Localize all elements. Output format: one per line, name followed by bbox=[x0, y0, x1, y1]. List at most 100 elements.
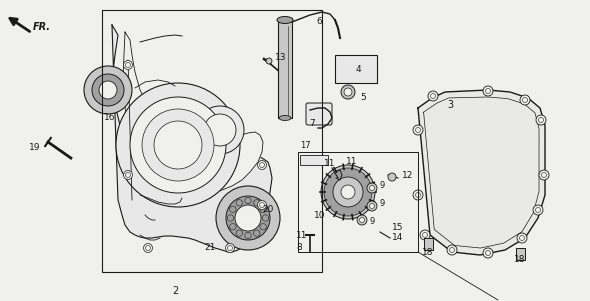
Circle shape bbox=[357, 215, 367, 225]
Circle shape bbox=[228, 246, 232, 250]
Text: 15: 15 bbox=[392, 224, 404, 232]
Text: 2: 2 bbox=[172, 286, 178, 296]
Circle shape bbox=[369, 185, 375, 191]
Text: 18: 18 bbox=[514, 255, 526, 264]
Circle shape bbox=[130, 97, 226, 193]
Text: 14: 14 bbox=[392, 234, 404, 243]
Circle shape bbox=[263, 215, 268, 221]
Circle shape bbox=[84, 66, 132, 114]
Circle shape bbox=[420, 230, 430, 240]
Circle shape bbox=[321, 165, 375, 219]
Circle shape bbox=[154, 121, 202, 169]
Text: 8: 8 bbox=[296, 244, 302, 253]
Circle shape bbox=[236, 200, 242, 206]
Bar bbox=[424, 238, 433, 250]
Circle shape bbox=[196, 106, 244, 154]
Text: 19: 19 bbox=[28, 144, 40, 153]
Text: 11: 11 bbox=[296, 231, 308, 240]
Circle shape bbox=[142, 109, 214, 181]
Circle shape bbox=[245, 197, 251, 204]
Circle shape bbox=[260, 224, 266, 230]
Circle shape bbox=[542, 172, 546, 178]
Ellipse shape bbox=[277, 17, 293, 23]
Circle shape bbox=[245, 232, 251, 239]
Circle shape bbox=[520, 95, 530, 105]
Text: 10: 10 bbox=[314, 210, 326, 219]
Circle shape bbox=[483, 86, 493, 96]
Text: 11: 11 bbox=[324, 160, 336, 169]
Circle shape bbox=[99, 81, 117, 99]
Text: 21: 21 bbox=[204, 244, 216, 253]
Circle shape bbox=[450, 247, 454, 253]
Circle shape bbox=[143, 244, 152, 253]
Circle shape bbox=[367, 201, 377, 211]
Bar bbox=[102, 10, 322, 272]
Circle shape bbox=[539, 170, 549, 180]
Circle shape bbox=[92, 74, 124, 106]
Circle shape bbox=[254, 200, 260, 206]
Circle shape bbox=[431, 94, 435, 98]
Circle shape bbox=[341, 85, 355, 99]
Circle shape bbox=[369, 203, 375, 209]
Circle shape bbox=[388, 173, 396, 181]
Circle shape bbox=[146, 246, 150, 250]
Circle shape bbox=[483, 248, 493, 258]
Circle shape bbox=[204, 114, 236, 146]
Circle shape bbox=[266, 58, 272, 64]
Circle shape bbox=[517, 233, 527, 243]
Circle shape bbox=[428, 91, 438, 101]
Circle shape bbox=[413, 125, 423, 135]
Text: 9: 9 bbox=[370, 218, 375, 226]
Circle shape bbox=[367, 183, 377, 193]
Circle shape bbox=[126, 172, 130, 178]
Circle shape bbox=[344, 88, 352, 96]
FancyBboxPatch shape bbox=[306, 103, 332, 125]
Polygon shape bbox=[123, 32, 263, 192]
Text: 9: 9 bbox=[380, 200, 385, 209]
Bar bbox=[300, 155, 328, 165]
Circle shape bbox=[216, 186, 280, 250]
Circle shape bbox=[523, 98, 527, 103]
Text: 9: 9 bbox=[380, 182, 385, 191]
Circle shape bbox=[486, 88, 490, 94]
Text: 13: 13 bbox=[275, 52, 287, 61]
Text: 7: 7 bbox=[309, 119, 315, 128]
Bar bbox=[278, 18, 292, 118]
Circle shape bbox=[230, 206, 236, 213]
Circle shape bbox=[333, 177, 363, 207]
Text: 4: 4 bbox=[355, 66, 361, 75]
Circle shape bbox=[260, 163, 264, 167]
Text: 11: 11 bbox=[346, 157, 358, 166]
Text: 3: 3 bbox=[447, 100, 453, 110]
Circle shape bbox=[447, 245, 457, 255]
Text: 6: 6 bbox=[316, 17, 322, 26]
Circle shape bbox=[236, 230, 242, 236]
Polygon shape bbox=[418, 90, 545, 255]
Ellipse shape bbox=[279, 116, 291, 120]
Bar bbox=[298, 152, 418, 252]
Circle shape bbox=[539, 117, 543, 123]
Circle shape bbox=[123, 170, 133, 179]
Circle shape bbox=[254, 230, 260, 236]
Circle shape bbox=[520, 235, 525, 240]
Circle shape bbox=[226, 196, 270, 240]
Circle shape bbox=[235, 205, 261, 231]
Text: 17: 17 bbox=[300, 141, 310, 150]
Bar bbox=[516, 248, 525, 260]
Circle shape bbox=[536, 115, 546, 125]
Circle shape bbox=[225, 244, 234, 253]
Circle shape bbox=[123, 61, 133, 70]
Circle shape bbox=[230, 224, 236, 230]
Text: 18: 18 bbox=[422, 248, 434, 257]
Polygon shape bbox=[112, 25, 272, 252]
Text: 20: 20 bbox=[263, 206, 274, 215]
Circle shape bbox=[126, 63, 130, 67]
Circle shape bbox=[257, 160, 267, 169]
Circle shape bbox=[324, 168, 372, 216]
Circle shape bbox=[415, 128, 421, 132]
Text: 5: 5 bbox=[360, 94, 366, 103]
Circle shape bbox=[260, 206, 266, 213]
Circle shape bbox=[536, 207, 540, 213]
Circle shape bbox=[359, 218, 365, 222]
Circle shape bbox=[533, 205, 543, 215]
